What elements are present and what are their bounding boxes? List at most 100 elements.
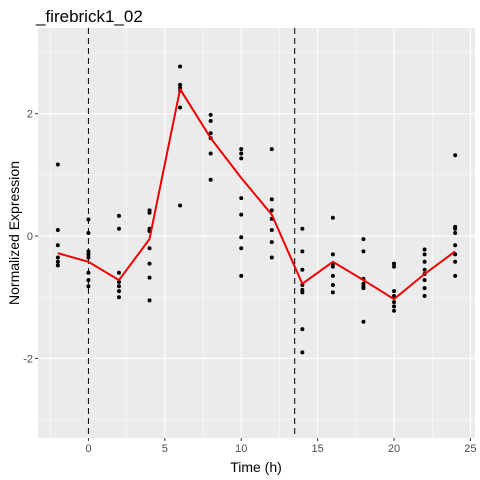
data-point (300, 249, 305, 254)
data-point (147, 298, 152, 303)
data-point (55, 227, 60, 232)
data-point (330, 290, 335, 295)
data-point (55, 259, 60, 264)
data-point (300, 327, 305, 332)
data-point (453, 273, 458, 278)
data-point (147, 275, 152, 280)
y-tick-label: -2 (23, 353, 33, 365)
x-tick-label: 10 (235, 443, 247, 455)
x-tick-label: 20 (388, 443, 400, 455)
data-point (392, 300, 397, 305)
y-axis-title: Normalized Expression (6, 161, 22, 305)
data-point (239, 196, 244, 201)
data-point (116, 213, 121, 218)
data-point (392, 261, 397, 266)
data-point (269, 208, 274, 213)
data-point (178, 64, 183, 69)
data-point (86, 255, 91, 260)
data-point (392, 289, 397, 294)
x-tick-label: 0 (85, 443, 91, 455)
data-point (453, 153, 458, 158)
chart-title: _firebrick1_02 (35, 7, 143, 26)
data-point (361, 319, 366, 324)
data-point (116, 270, 121, 275)
data-point (361, 237, 366, 242)
data-point (239, 246, 244, 251)
data-point (392, 264, 397, 269)
plot-panel (38, 28, 475, 438)
data-point (330, 264, 335, 269)
data-point (86, 231, 91, 235)
y-tick-label: 2 (27, 109, 33, 121)
data-point (422, 259, 427, 264)
data-point (239, 151, 244, 156)
data-point (453, 243, 458, 248)
data-point (208, 119, 213, 124)
data-point (86, 270, 91, 275)
data-point (300, 290, 305, 295)
data-point (116, 284, 121, 289)
data-point (116, 279, 121, 284)
data-point (269, 255, 274, 260)
data-point (361, 286, 366, 291)
data-point (392, 308, 397, 313)
data-point (422, 267, 427, 272)
data-point (239, 147, 244, 152)
data-point (86, 217, 91, 222)
data-point (55, 263, 60, 268)
data-point (86, 284, 91, 289)
x-tick-label: 25 (464, 443, 476, 455)
data-point (422, 252, 427, 257)
data-point (208, 151, 213, 156)
x-tick-label: 5 (162, 443, 168, 455)
data-point (300, 267, 305, 272)
data-point (453, 231, 458, 235)
data-point (300, 226, 305, 231)
data-point (269, 227, 274, 232)
data-point (147, 246, 152, 251)
mean-line-layer (57, 88, 456, 301)
data-point (178, 105, 183, 110)
data-point (55, 162, 60, 167)
x-tick-label: 15 (311, 443, 323, 455)
data-point (239, 273, 244, 278)
data-point (330, 215, 335, 220)
data-point (269, 197, 274, 202)
data-point (55, 243, 60, 248)
data-point (178, 203, 183, 208)
data-point (208, 112, 213, 117)
data-point (330, 283, 335, 288)
data-point (86, 252, 91, 257)
data-point (239, 235, 244, 240)
x-axis-title: Time (h) (230, 459, 282, 475)
data-point (147, 261, 152, 266)
data-point (86, 249, 91, 254)
data-point (239, 156, 244, 161)
data-point (453, 226, 458, 231)
minor-gridlines (38, 28, 475, 438)
data-point (269, 240, 274, 245)
data-point (453, 252, 458, 257)
data-point (422, 286, 427, 291)
data-point (116, 226, 121, 231)
data-point (55, 255, 60, 260)
y-tick-label: 0 (27, 231, 33, 243)
data-point (86, 278, 91, 283)
data-point (422, 278, 427, 283)
data-point (116, 289, 121, 294)
data-point (361, 249, 366, 254)
data-point (300, 350, 305, 355)
data-point (330, 252, 335, 257)
data-point (422, 247, 427, 252)
data-point (453, 259, 458, 264)
data-point (239, 212, 244, 217)
data-point (208, 131, 213, 136)
data-point (422, 294, 427, 299)
mean-line (57, 88, 456, 301)
data-point (147, 210, 152, 215)
data-point (269, 147, 274, 152)
y-axis: -2 0 2 (23, 109, 38, 365)
data-point (392, 304, 397, 309)
data-points (55, 64, 458, 355)
